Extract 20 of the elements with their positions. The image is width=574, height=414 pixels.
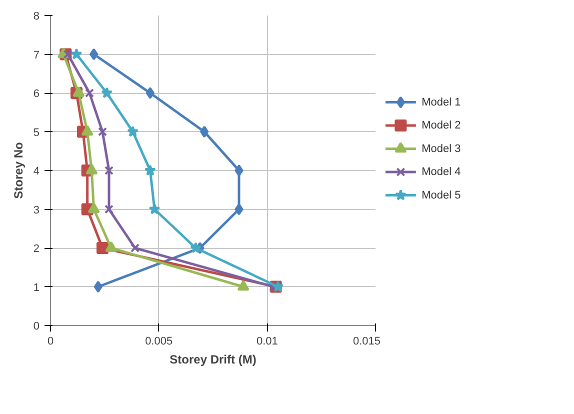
y-tick-label: 3	[33, 204, 40, 216]
y-tick-label: 7	[33, 49, 40, 62]
y-tick-label: 5	[33, 126, 40, 139]
x-tick-label: 0	[47, 336, 54, 348]
y-tick-label: 4	[33, 166, 40, 178]
y-tick-label: 2	[33, 243, 40, 255]
y-tick-label: 0	[33, 320, 40, 332]
x-tick-label: 0.015	[352, 336, 381, 348]
y-axis-title: Storey No	[11, 142, 26, 199]
x-tick-label: 0.01	[256, 336, 278, 348]
x-tick-label: 0.005	[145, 336, 173, 348]
y-tick-label: 1	[33, 282, 40, 294]
legend-label: Model 4	[422, 166, 461, 178]
legend-label: Model 3	[422, 142, 461, 155]
y-tick-label: 6	[33, 88, 40, 100]
legend-label: Model 5	[422, 189, 461, 202]
y-tick-label: 8	[33, 10, 40, 22]
legend-label: Model 2	[422, 120, 461, 132]
legend-label: Model 1	[422, 96, 461, 108]
x-axis-title: Storey Drift (M)	[170, 352, 256, 366]
